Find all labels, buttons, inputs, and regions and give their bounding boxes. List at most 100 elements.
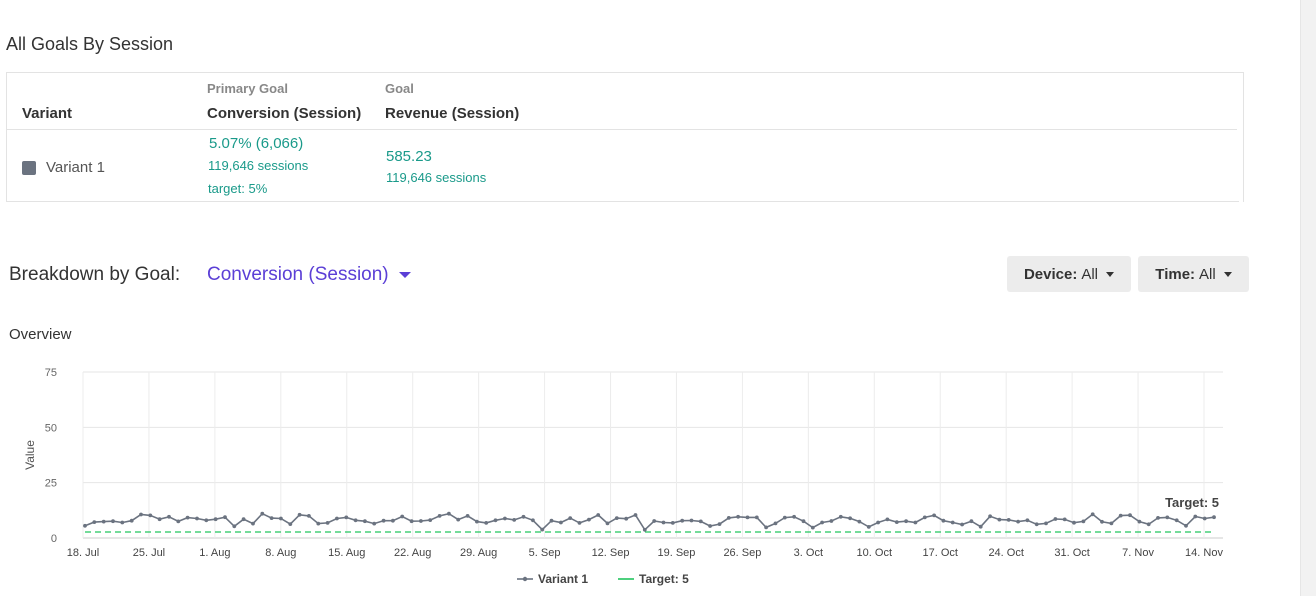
- conversion-value: 5.07% (6,066): [209, 135, 304, 152]
- variant-data-point: [661, 520, 666, 525]
- variant-data-point: [782, 515, 787, 520]
- variant-data-point: [419, 519, 423, 523]
- variant-data-point: [736, 514, 740, 519]
- variant-data-point: [726, 516, 731, 520]
- chevron-down-icon: [398, 272, 411, 278]
- variant-data-point: [1062, 517, 1067, 522]
- goals-table: Variant Primary Goal Conversion (Session…: [6, 72, 1244, 202]
- variant-data-point: [773, 521, 778, 526]
- conversion-column-header: Conversion (Session): [207, 105, 362, 122]
- chevron-down-icon: [1106, 271, 1115, 277]
- variant-data-point: [297, 512, 302, 517]
- variant-data-point: [540, 527, 545, 532]
- x-tick-label: 8. Aug: [265, 547, 296, 559]
- variant-data-point: [195, 516, 199, 521]
- variant-data-point: [885, 517, 890, 522]
- variant-data-point: [838, 514, 843, 519]
- variant-data-point: [708, 524, 712, 528]
- variant-data-point: [213, 517, 218, 522]
- x-tick-label: 5. Sep: [529, 547, 561, 559]
- device-filter-label: Device:: [1023, 265, 1078, 283]
- x-tick-label: 12. Sep: [592, 547, 630, 559]
- variant-series-line: [84, 512, 1215, 532]
- revenue-sessions: 119,646 sessions: [386, 170, 487, 185]
- variant-data-point: [232, 524, 237, 529]
- variant-data-point: [241, 517, 246, 522]
- x-tick-label: 29. Aug: [460, 547, 497, 559]
- variant-data-point: [745, 515, 750, 520]
- variant-data-point: [1016, 519, 1020, 524]
- variant-data-point: [1081, 519, 1086, 524]
- variant-data-point: [960, 522, 964, 527]
- variant-data-point: [269, 516, 274, 520]
- variant-data-point: [894, 520, 899, 524]
- variant-data-point: [157, 517, 162, 522]
- variant-data-point: [148, 513, 153, 518]
- variant-data-point: [950, 520, 955, 525]
- time-filter-label: Time:: [1155, 265, 1196, 283]
- variant-data-point: [484, 521, 489, 525]
- variant-data-point: [335, 516, 339, 521]
- legend-target-label: Target: 5: [639, 572, 689, 586]
- variant-data-point: [1146, 522, 1151, 527]
- variant-data-point: [1025, 518, 1030, 523]
- x-tick-label: 18. Jul: [67, 547, 99, 559]
- y-tick-label: 75: [45, 367, 57, 379]
- variant-data-point: [969, 519, 974, 524]
- variant-data-point: [801, 519, 806, 524]
- variant-data-point: [764, 525, 768, 530]
- variant-data-point: [1202, 516, 1207, 521]
- variant-data-point: [465, 514, 470, 518]
- variant-data-point: [372, 521, 377, 526]
- variant-data-point: [1053, 517, 1058, 521]
- variant-data-point: [559, 520, 563, 525]
- variant-data-point: [503, 516, 507, 521]
- device-filter-button[interactable]: Device: All: [1007, 256, 1131, 292]
- x-tick-label: 14. Nov: [1185, 547, 1223, 559]
- variant-data-point: [1118, 513, 1123, 518]
- variant-data-point: [792, 514, 796, 519]
- variant-data-point: [1006, 518, 1011, 522]
- variant-data-point: [456, 517, 461, 522]
- variant-data-point: [689, 518, 694, 523]
- target-annotation: Target: 5: [1165, 495, 1219, 510]
- x-tick-label: 10. Oct: [857, 547, 892, 559]
- variant-data-point: [652, 519, 657, 523]
- variant-data-point: [428, 518, 433, 522]
- variant-data-point: [1044, 521, 1048, 526]
- variant-data-point: [988, 514, 992, 519]
- variant-data-point: [633, 513, 638, 517]
- variant-data-point: [978, 524, 983, 529]
- variant-data-point: [1090, 512, 1095, 517]
- variant-data-point: [642, 527, 647, 532]
- variant-data-point: [251, 521, 255, 526]
- revenue-column-header: Revenue (Session): [385, 105, 520, 122]
- variant-data-point: [596, 513, 601, 517]
- goal-dropdown-value: Conversion (Session): [207, 264, 389, 285]
- primary-goal-subheader: Primary Goal: [207, 81, 288, 96]
- x-tick-label: 3. Oct: [794, 547, 823, 559]
- variant-data-point: [1137, 519, 1142, 524]
- variant-data-point: [1072, 520, 1076, 525]
- variant-data-point: [353, 518, 358, 523]
- variant-data-point: [521, 514, 526, 519]
- variant-data-point: [325, 521, 330, 525]
- variant-data-point: [568, 516, 573, 520]
- variant-data-point: [92, 520, 97, 524]
- x-tick-label: 17. Oct: [923, 547, 958, 559]
- x-tick-label: 25. Jul: [133, 547, 165, 559]
- variant-data-point: [876, 520, 880, 525]
- goal-dropdown[interactable]: Conversion (Session): [207, 264, 411, 286]
- variant-data-point: [904, 519, 908, 524]
- variant-data-point: [120, 520, 125, 525]
- variant-data-point: [848, 516, 852, 521]
- variant-data-point: [680, 518, 685, 523]
- variant-data-point: [922, 515, 927, 520]
- variant-data-point: [475, 519, 479, 524]
- time-filter-button[interactable]: Time: All: [1138, 256, 1249, 292]
- scrollbar-track[interactable]: [1300, 0, 1316, 596]
- variant-data-point: [829, 519, 834, 523]
- variant-data-point: [1174, 518, 1179, 523]
- variant-data-point: [344, 515, 349, 520]
- variant-data-point: [1165, 515, 1170, 520]
